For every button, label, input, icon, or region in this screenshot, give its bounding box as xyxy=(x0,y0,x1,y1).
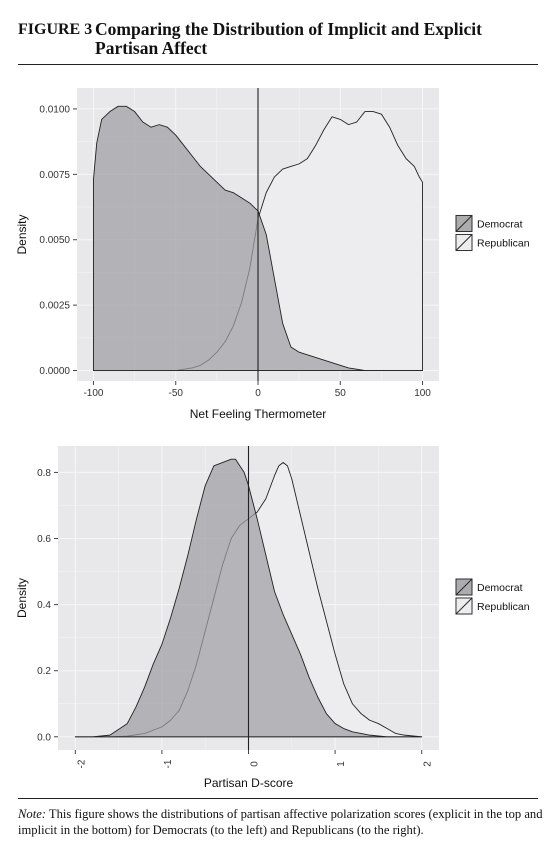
x-tick-label: -2 xyxy=(76,759,87,768)
y-axis: 0.0 0.2 0.4 0.6 0.8 xyxy=(37,468,58,743)
figure-title: FIGURE 3 Comparing the Distribution of I… xyxy=(18,20,538,58)
legend-swatch-diagonal xyxy=(455,215,473,232)
y-axis: 0.0000 0.0025 0.0050 0.0075 0.0100 xyxy=(39,104,77,377)
x-tick-label: 2 xyxy=(423,761,434,767)
x-tick-label: 100 xyxy=(414,388,431,399)
y-tick-label: 0.0100 xyxy=(39,104,70,115)
x-tick-label: 1 xyxy=(336,761,347,767)
title-rule xyxy=(18,64,538,65)
y-tick-label: 0.0025 xyxy=(39,301,70,312)
y-tick-label: 0.0000 xyxy=(39,366,70,377)
legend-swatch-diagonal xyxy=(455,234,473,251)
bottom-density-chart: -2 -1 0 1 2 0.0 0.2 0.4 0.6 0.8 Partisan D-score De… xyxy=(15,446,530,790)
x-axis: -2 -1 0 1 2 xyxy=(74,750,434,768)
legend-label-republican: Republican xyxy=(477,601,530,613)
legend-swatch-diagonal xyxy=(455,578,473,596)
legend-key-republican xyxy=(455,233,473,252)
note-label: Note: xyxy=(18,807,46,821)
legend-key-democrat xyxy=(455,214,473,233)
y-tick-label: 0.4 xyxy=(37,600,51,611)
note-text: This figure shows the distributions of p… xyxy=(18,807,543,837)
legend-swatch-diagonal xyxy=(455,597,473,615)
legend-key-republican xyxy=(455,597,473,615)
x-tick-label: -100 xyxy=(83,388,103,399)
y-tick-label: 0.2 xyxy=(37,666,51,677)
legend-label-democrat: Democrat xyxy=(477,582,523,594)
x-tick-label: 0 xyxy=(255,388,261,399)
y-axis-title: Density xyxy=(15,578,29,618)
x-tick-label: 0 xyxy=(250,761,261,767)
x-axis-title: Partisan D-score xyxy=(204,776,294,790)
figure-number: FIGURE 3 xyxy=(18,21,93,38)
x-axis: -100 -50 0 50 100 xyxy=(83,381,431,399)
x-tick-label: 50 xyxy=(335,388,347,399)
y-tick-label: 0.0 xyxy=(37,732,51,743)
y-tick-label: 0.0075 xyxy=(39,170,70,181)
y-tick-label: 0.8 xyxy=(37,468,51,479)
legend-label-republican: Republican xyxy=(477,238,530,250)
y-tick-label: 0.0050 xyxy=(39,235,70,246)
figure-note: Note: This figure shows the distribution… xyxy=(18,806,543,838)
y-tick-label: 0.6 xyxy=(37,534,51,545)
x-axis-title: Net Feeling Thermometer xyxy=(190,407,327,421)
figure-title-text: Comparing the Distribution of Implicit a… xyxy=(95,19,482,58)
x-tick-label: -50 xyxy=(169,388,184,399)
legend: Democrat Republican xyxy=(455,578,530,615)
top-density-chart: -100 -50 0 50 1000.00000.00250.00500.00750.0… xyxy=(15,88,530,421)
y-axis-title: Density xyxy=(15,214,29,254)
note-rule xyxy=(18,798,538,799)
x-tick-label: -1 xyxy=(163,759,174,768)
legend: Democrat Republican xyxy=(455,214,530,252)
legend-key-democrat xyxy=(455,578,473,596)
legend-label-democrat: Democrat xyxy=(477,219,523,231)
